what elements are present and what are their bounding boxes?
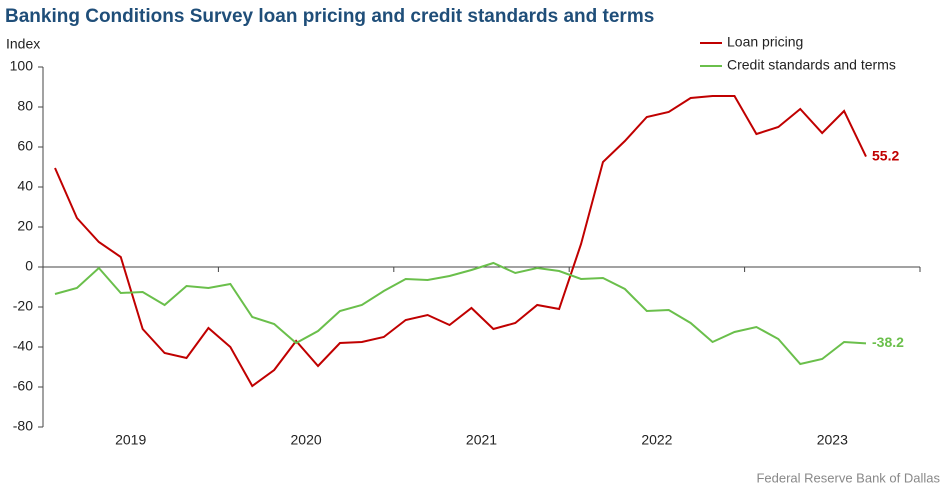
end-label: -38.2 — [872, 334, 904, 350]
x-tick-label: 2020 — [291, 432, 322, 448]
end-label: 55.2 — [872, 147, 899, 163]
legend-label: Credit standards and terms — [727, 57, 896, 73]
y-axis-label: Index — [6, 36, 40, 52]
line-series — [54, 95, 867, 388]
source: Federal Reserve Bank of Dallas — [756, 470, 940, 485]
x-tick-label: 2023 — [817, 432, 848, 448]
y-tick-label: -80 — [13, 418, 33, 434]
legend-label: Loan pricing — [727, 34, 803, 50]
y-tick-label: 100 — [10, 58, 34, 74]
y-tick-label: 80 — [17, 98, 33, 114]
y-tick-label: -40 — [13, 338, 33, 354]
y-tick-label: -60 — [13, 378, 33, 394]
y-tick-label: 0 — [25, 258, 33, 274]
line-series — [54, 261, 867, 366]
x-tick-label: 2022 — [641, 432, 672, 448]
x-tick-label: 2019 — [115, 432, 146, 448]
y-tick-label: 20 — [17, 218, 33, 234]
y-tick-label: 60 — [17, 138, 33, 154]
chart-title: Banking Conditions Survey loan pricing a… — [5, 6, 654, 27]
y-tick-label: 40 — [17, 178, 33, 194]
x-tick-label: 2021 — [466, 432, 497, 448]
y-tick-label: -20 — [13, 298, 33, 314]
